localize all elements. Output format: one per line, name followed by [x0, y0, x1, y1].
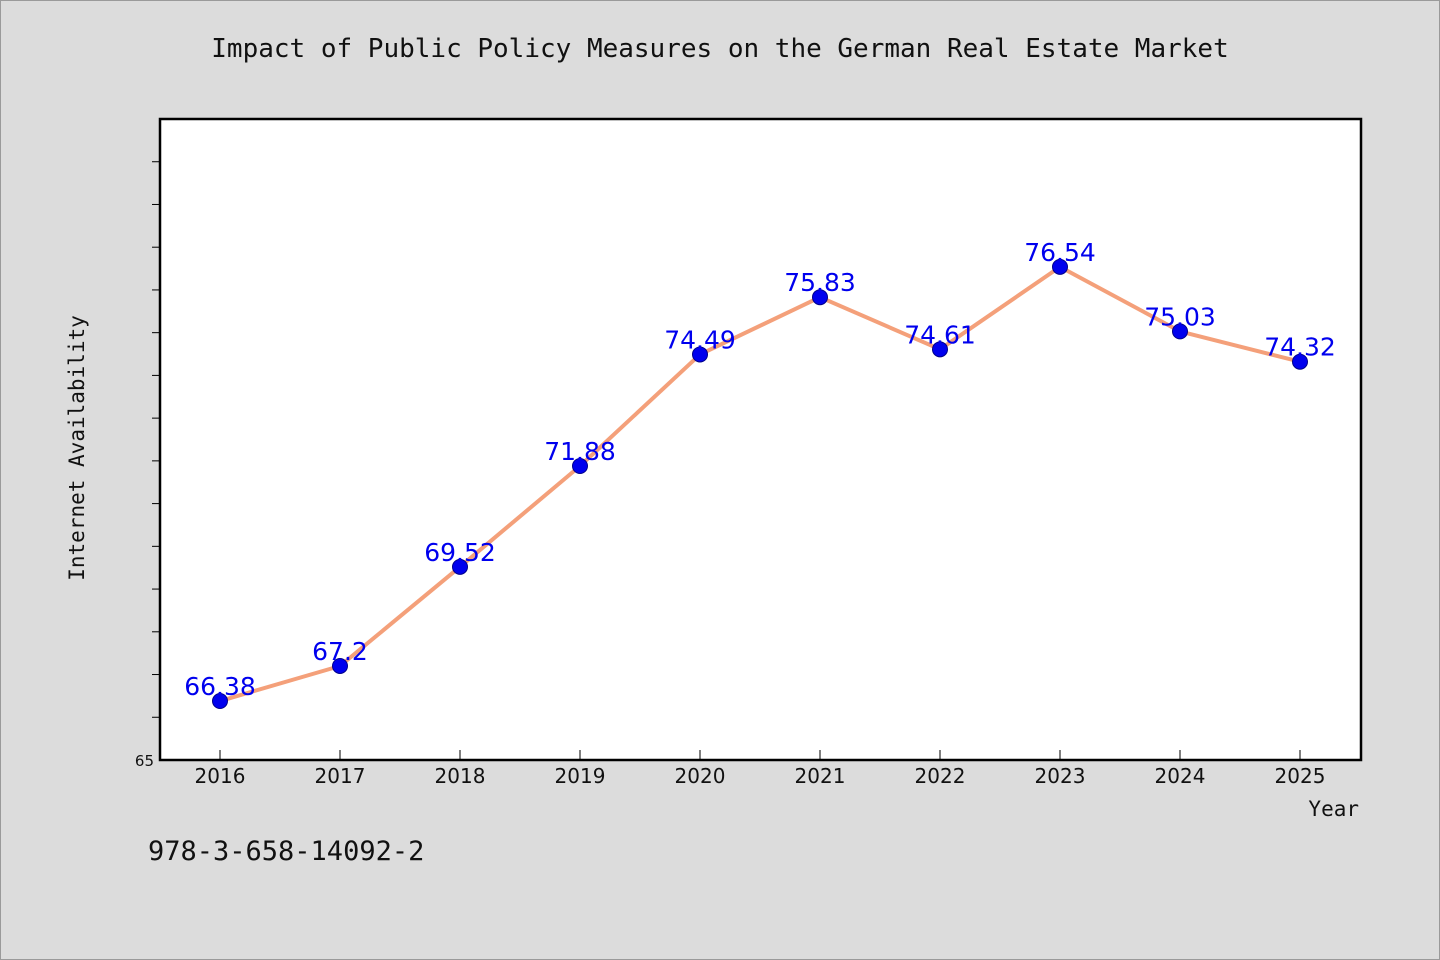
x-tick-label: 2023: [1035, 764, 1086, 788]
data-point: [692, 346, 708, 363]
x-axis-ticks: 2016 2017 2018 2019 2020 2021 2022 2023 2024 2025: [195, 750, 1326, 788]
x-tick-label: 2022: [915, 764, 966, 788]
data-point: [212, 693, 228, 710]
data-label: 74.61: [904, 320, 976, 349]
x-tick-label: 2017: [315, 764, 366, 788]
x-tick-label: 2019: [555, 764, 606, 788]
data-label: 69.52: [424, 538, 496, 567]
data-point: [932, 341, 948, 358]
x-tick-label: 2016: [195, 764, 246, 788]
series-line: [219, 264, 1301, 703]
data-point: [812, 289, 828, 306]
x-tick-label: 2018: [435, 764, 486, 788]
data-point: [452, 558, 468, 575]
data-label: 75.83: [784, 268, 856, 297]
chart-title: Impact of Public Policy Measures on the …: [211, 34, 1229, 64]
data-point: [1172, 323, 1188, 340]
plot-area: [158, 117, 1363, 762]
data-points: [212, 258, 1308, 710]
data-point: [1292, 353, 1308, 370]
data-point: [1052, 258, 1068, 275]
y-axis-ticks: 65: [135, 161, 160, 770]
x-tick-label: 2024: [1155, 764, 1206, 788]
x-tick-label: 2020: [675, 764, 726, 788]
y-axis-label: Internet Availability: [65, 315, 89, 581]
y-tick-label: 65: [135, 752, 154, 770]
data-label: 74.49: [664, 325, 736, 354]
x-tick-label: 2021: [795, 764, 846, 788]
data-label: 67.2: [312, 637, 368, 666]
x-tick-label: 2025: [1275, 764, 1326, 788]
data-label: 75.03: [1144, 302, 1216, 331]
data-point: [572, 457, 588, 474]
x-axis-label: Year: [1308, 797, 1359, 821]
data-label: 66.38: [184, 672, 256, 701]
data-label: 71.88: [544, 437, 616, 466]
data-label: 76.54: [1024, 238, 1096, 267]
data-point: [332, 657, 348, 674]
data-labels: 66.38 67.2 69.52 71.88 74.49 75.83 74.61 76.54 7…: [184, 238, 1336, 701]
data-label: 74.32: [1264, 333, 1336, 362]
isbn-text: 978-3-658-14092-2: [148, 836, 425, 867]
